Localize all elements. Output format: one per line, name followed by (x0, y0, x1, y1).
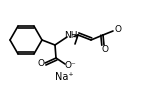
Text: O⁻: O⁻ (64, 61, 76, 69)
Text: Na⁺: Na⁺ (55, 72, 73, 82)
Text: NH: NH (64, 31, 78, 40)
Text: O: O (114, 26, 122, 35)
Text: O: O (102, 45, 108, 54)
Text: O: O (37, 59, 44, 68)
